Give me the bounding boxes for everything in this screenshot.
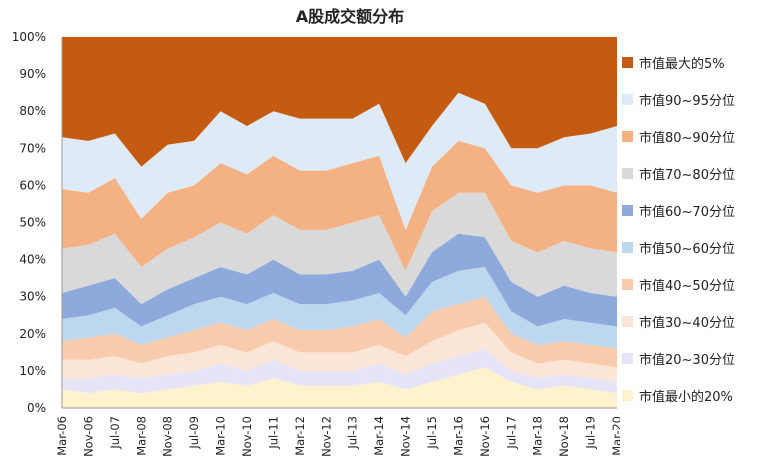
area-chart: A股成交额分布 0% 10% 20% 30% 40% 50% 60% 70% 80% 90% 100… <box>12 7 620 457</box>
legend-label: 市值90~95分位 <box>639 94 735 109</box>
legend-label: 市值20~30分位 <box>639 353 735 368</box>
x-tick-label: Nov-14 <box>399 416 413 457</box>
band-1 <box>62 367 617 408</box>
legend-label: 市值40~50分位 <box>639 279 735 294</box>
x-tick-label: Jul-17 <box>504 416 518 450</box>
band-6 <box>62 233 617 327</box>
x-tick-label: Jul-15 <box>425 416 439 450</box>
x-tick-label: Mar-06 <box>55 416 69 456</box>
x-tick-label: Jul-09 <box>187 416 201 450</box>
area-bands <box>62 37 617 408</box>
legend-label: 市值50~60分位 <box>639 242 735 257</box>
y-tick-label: 100% <box>12 30 46 44</box>
x-tick-label: Mar-18 <box>531 416 545 456</box>
x-tick-label: Mar-16 <box>451 416 465 456</box>
legend-label: 市值70~80分位 <box>639 168 735 183</box>
legend-item: 市值60~70分位 <box>622 192 772 229</box>
legend-swatch <box>622 316 633 327</box>
x-tick-label: Nov-06 <box>81 416 95 457</box>
legend-item: 市值70~80分位 <box>622 155 772 192</box>
legend-swatch <box>622 131 633 142</box>
y-tick-label: 40% <box>19 253 46 267</box>
band-8 <box>62 140 617 271</box>
legend-swatch <box>622 57 633 68</box>
x-tick-label: Nov-08 <box>161 416 175 457</box>
y-tick-label: 90% <box>19 67 46 81</box>
y-tick-label: 30% <box>19 290 46 304</box>
legend-item: 市值40~50分位 <box>622 266 772 303</box>
band-5 <box>62 267 617 349</box>
legend-label: 市值最大的5% <box>639 57 725 72</box>
legend-swatch <box>622 279 633 290</box>
y-tick-label: 10% <box>19 364 46 378</box>
legend-item: 市值最小的20% <box>622 377 772 414</box>
y-tick-label: 80% <box>19 104 46 118</box>
y-tick-label: 50% <box>19 216 46 230</box>
x-tick-label: Nov-10 <box>240 416 254 457</box>
y-axis: 0% 10% 20% 30% 40% 50% 60% 70% 80% 90% 100% <box>12 30 63 415</box>
x-tick-label: Mar-20 <box>610 416 620 456</box>
band-7 <box>62 192 617 305</box>
legend-item: 市值最大的5% <box>622 44 772 81</box>
y-tick-label: 0% <box>27 401 46 415</box>
x-tick-label: Mar-10 <box>214 416 228 456</box>
legend-item: 市值50~60分位 <box>622 229 772 266</box>
legend-swatch <box>622 168 633 179</box>
x-tick-label: Mar-14 <box>372 416 386 456</box>
chart-title: A股成交额分布 <box>296 7 404 26</box>
legend-swatch <box>622 94 633 105</box>
legend-swatch <box>622 242 633 253</box>
x-tick-label: Nov-16 <box>478 416 492 457</box>
x-tick-label: Jul-19 <box>584 416 598 450</box>
x-axis: Mar-06 Nov-06 Jul-07 Mar-08 Nov-08 Jul-09 Mar-… <box>55 407 620 457</box>
x-tick-label: Jul-11 <box>266 416 280 450</box>
legend-label: 市值30~40分位 <box>639 316 735 331</box>
y-tick-label: 70% <box>19 141 46 155</box>
legend-item: 市值20~30分位 <box>622 340 772 377</box>
y-tick-label: 20% <box>19 327 46 341</box>
legend-swatch <box>622 390 633 401</box>
legend: 市值最大的5% 市值90~95分位 市值80~90分位 市值70~80分位 市值60~7… <box>622 44 772 414</box>
legend-label: 市值60~70分位 <box>639 205 735 220</box>
x-tick-label: Nov-18 <box>557 416 571 457</box>
band-2 <box>62 348 617 394</box>
band-3 <box>62 322 617 382</box>
x-tick-label: Jul-07 <box>108 416 122 450</box>
legend-swatch <box>622 205 633 216</box>
band-9 <box>62 92 617 230</box>
x-tick-label: Mar-08 <box>134 416 148 456</box>
legend-label: 市值最小的20% <box>639 390 733 405</box>
y-tick-label: 60% <box>19 178 46 192</box>
x-tick-label: Nov-12 <box>319 416 333 457</box>
legend-item: 市值30~40分位 <box>622 303 772 340</box>
x-tick-label: Jul-13 <box>346 416 360 450</box>
band-4 <box>62 296 617 368</box>
band-10 <box>62 37 617 167</box>
legend-item: 市值80~90分位 <box>622 118 772 155</box>
legend-item: 市值90~95分位 <box>622 81 772 118</box>
x-tick-label: Mar-12 <box>293 416 307 456</box>
legend-swatch <box>622 353 633 364</box>
legend-label: 市值80~90分位 <box>639 131 735 146</box>
